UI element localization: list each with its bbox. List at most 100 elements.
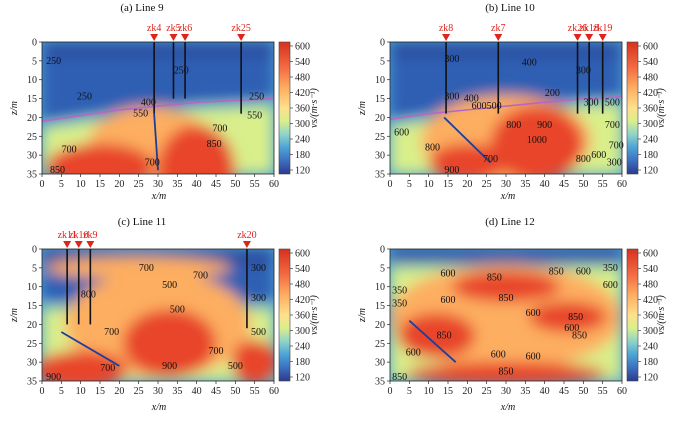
x-tick-label: 0 xyxy=(388,386,393,397)
contour-label: 300 xyxy=(576,65,591,76)
y-tick-label: 20 xyxy=(375,113,385,124)
x-tick-label: 20 xyxy=(114,179,124,190)
contour-label: 1000 xyxy=(527,135,547,146)
contour-label: 600 xyxy=(394,128,409,139)
x-tick-label: 60 xyxy=(617,179,627,190)
x-tick-label: 35 xyxy=(172,386,182,397)
borehole-marker-icon xyxy=(63,241,72,248)
x-tick-label: 5 xyxy=(407,179,412,190)
contour-label: 600 xyxy=(564,323,579,334)
y-tick-label: 30 xyxy=(27,358,37,369)
contour-label: 300 xyxy=(444,92,459,103)
contour-label: 500 xyxy=(605,97,620,108)
y-tick-label: 0 xyxy=(380,245,385,256)
contour-label: 800 xyxy=(576,154,591,165)
borehole-marker-icon xyxy=(150,34,159,41)
contour-label: 300 xyxy=(251,293,266,304)
hot-zone xyxy=(123,309,216,378)
x-tick-label: 30 xyxy=(153,386,163,397)
colorbar-tick-label: 600 xyxy=(643,249,658,260)
contour-label: 300 xyxy=(251,263,266,274)
y-tick-label: 10 xyxy=(27,75,37,86)
x-tick-label: 10 xyxy=(76,386,86,397)
contour-label: 400 xyxy=(464,94,479,105)
colorbar-tick-label: 240 xyxy=(643,342,658,353)
contour-label: 550 xyxy=(133,109,148,120)
hot-zone xyxy=(45,143,155,174)
borehole-marker-icon xyxy=(598,34,607,41)
contour-label: 400 xyxy=(522,58,537,69)
x-tick-label: 55 xyxy=(250,386,260,397)
fault-line xyxy=(408,319,457,363)
borehole-marker-icon xyxy=(169,34,178,41)
y-tick-label: 15 xyxy=(27,94,37,105)
x-tick-label: 5 xyxy=(59,386,64,397)
borehole-label: zk11 xyxy=(58,230,77,241)
y-tick-label: 30 xyxy=(375,151,385,162)
colorbar-tick-label: 120 xyxy=(643,373,658,384)
contour-label: 600 xyxy=(603,280,618,291)
panel-title: (b) Line 10 xyxy=(485,2,535,14)
contour-label: 600 xyxy=(591,150,606,161)
panel-title: (d) Line 12 xyxy=(485,216,534,228)
contour-label: 500 xyxy=(228,361,243,372)
contour-label: 850 xyxy=(437,331,452,342)
colorbar-tick-label: 600 xyxy=(295,249,310,260)
colorbar-tick-label: 300 xyxy=(643,326,658,337)
contour-label: 700 xyxy=(609,141,624,152)
x-tick-label: 15 xyxy=(95,386,105,397)
contour-label: 600 xyxy=(491,350,506,361)
borehole-label: zk18 xyxy=(579,23,598,34)
x-tick-label: 25 xyxy=(134,386,144,397)
colorbar-tick-label: 300 xyxy=(295,326,310,337)
borehole-label: zk10 xyxy=(69,230,88,241)
contour-label: 500 xyxy=(251,327,266,338)
x-axis-label: x/m xyxy=(500,191,515,202)
x-tick-label: 45 xyxy=(559,179,569,190)
contour-label: 500 xyxy=(162,280,177,291)
contour-label: 850 xyxy=(572,331,587,342)
y-tick-label: 0 xyxy=(32,245,37,256)
colorbar-label: vs/(m·s⁻¹) xyxy=(309,295,320,335)
x-tick-label: 10 xyxy=(424,386,434,397)
y-axis-label: z/m xyxy=(9,308,20,323)
fault-line xyxy=(60,331,120,367)
colorbar-tick-label: 480 xyxy=(643,280,658,291)
colorbar-tick-label: 540 xyxy=(295,264,310,275)
surface-layer xyxy=(390,249,622,263)
y-tick-label: 20 xyxy=(375,320,385,331)
y-tick-label: 25 xyxy=(375,339,385,350)
x-tick-label: 0 xyxy=(40,179,45,190)
x-tick-label: 10 xyxy=(424,179,434,190)
y-tick-label: 5 xyxy=(32,56,37,67)
colorbar-tick-label: 240 xyxy=(643,135,658,146)
colorbar: vs/(m·s⁻¹) 600 540 480 420 360 300 240 180 120 xyxy=(278,42,320,177)
velocity-field-fill xyxy=(390,249,622,381)
colorbar-tick-label: 480 xyxy=(295,280,310,291)
x-tick-label: 45 xyxy=(211,386,221,397)
velocity-field-fill xyxy=(42,249,274,381)
surface-layer xyxy=(42,42,274,56)
colorbar-tick-label: 300 xyxy=(295,119,310,130)
colorbar: vs/(m·s⁻¹) 600 540 480 420 360 300 240 180 120 xyxy=(278,249,320,384)
x-tick-label: 40 xyxy=(192,386,202,397)
y-axis-label: z/m xyxy=(9,101,20,116)
contour-label: 600 xyxy=(441,269,456,280)
x-tick-label: 20 xyxy=(462,179,472,190)
hot-zone xyxy=(231,339,274,381)
y-tick-label: 35 xyxy=(27,170,37,181)
borehole-label: zk19 xyxy=(593,23,612,34)
contour-label: 350 xyxy=(392,299,407,310)
hot-zone xyxy=(529,301,607,332)
contour-label: 200 xyxy=(545,88,560,99)
colorbar: vs/(m·s⁻¹) 600 540 480 420 360 300 240 180 120 xyxy=(626,42,667,177)
contour-label: 700 xyxy=(104,327,119,338)
contour-label: 700 xyxy=(100,363,115,374)
contour-label: 350 xyxy=(603,263,618,274)
y-tick-label: 5 xyxy=(380,263,385,274)
